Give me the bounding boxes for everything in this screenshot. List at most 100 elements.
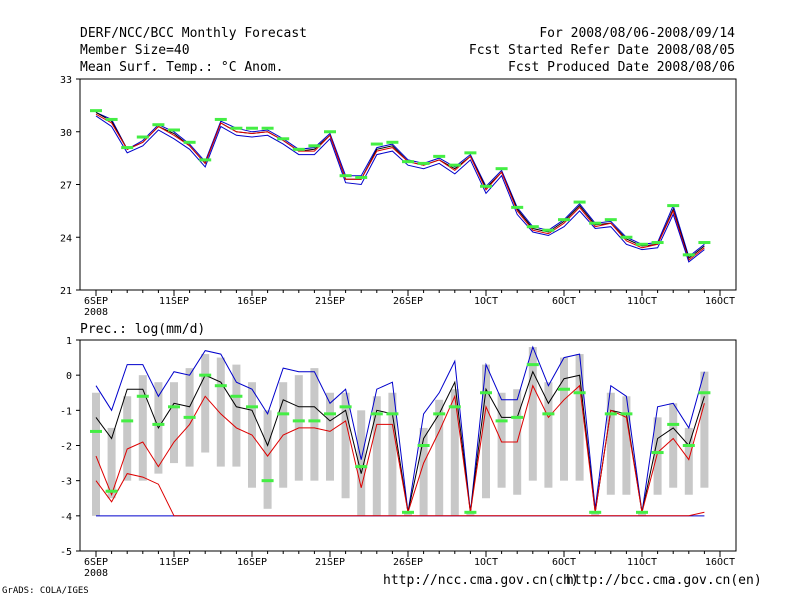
header-period: For 2008/08/06-2008/09/14 [539,26,735,41]
prec-xtick-label: 16SEP [237,557,267,568]
prec-observed-mark [495,419,508,423]
temp-observed-mark [495,167,508,171]
prec-observed-mark [573,391,586,395]
prec-observed-mark [277,412,290,416]
prec-spread-box [92,392,100,516]
prec-spread-box [606,392,615,495]
temp-observed-mark [183,140,196,144]
header-title: DERF/NCC/BCC Monthly Forecast [80,26,307,41]
prec-spread-box [216,357,225,467]
temp-observed-mark [168,128,180,132]
prec-observed-mark [121,419,134,423]
prec-observed-mark [417,444,430,447]
temp-observed-mark [214,117,227,121]
temp-observed-mark [292,147,305,151]
footer-url-ch[interactable]: http://ncc.cma.gov.cn(ch) [383,573,579,588]
temp-observed-mark [121,146,134,150]
prec-observed-mark [526,363,539,367]
prec-observed-mark [246,405,258,409]
temp-observed-mark [105,117,118,121]
prec-spread-box [622,396,631,495]
prec-spread-box [638,512,646,516]
temp-xtick-label: 16SEP [237,296,267,307]
temp-observed-mark [698,241,711,245]
prec-observed-mark [105,489,118,493]
temp-observed-mark [277,137,290,141]
prec-observed-mark [199,373,212,377]
prec-spread-box [560,357,568,481]
temp-observed-mark [636,242,648,246]
temp-observed-mark [682,253,695,257]
prec-observed-mark [620,412,633,416]
temp-observed-mark [604,218,617,222]
prec-spread-box [466,512,475,516]
prec-observed-mark [355,465,368,469]
prec-observed-mark [636,510,648,514]
temp-xtick-label: 6SEP [84,296,108,307]
prec-observed-mark [90,429,102,433]
prec-spread-box [123,396,132,481]
prec-spread-box [544,382,553,488]
prec-spread-box [700,371,709,488]
prec-ytick-label: 1 [66,336,72,347]
temp-xtick-label: 6OCT [552,296,576,307]
temp-xtick-year: 2008 [84,307,108,318]
prec-xtick-label: 11OCT [627,557,657,568]
prec-spread-box [310,368,319,481]
prec-xtick-label: 6SEP [84,557,108,568]
prec-xtick-label: 26SEP [393,557,423,568]
temp-ytick-label: 24 [60,233,72,244]
prec-observed-mark [152,422,165,426]
temp-xtick-label: 11SEP [159,296,189,307]
prec-ytick-label: -3 [60,477,72,488]
temp-observed-mark [511,205,524,209]
prec-spread-box [232,364,241,467]
header-variable: Mean Surf. Temp.: °C Anom. [80,60,284,75]
temp-observed-mark [573,200,586,204]
prec-spread-box [669,403,678,488]
prec-observed-mark [292,419,305,423]
prec-spread-box [107,427,116,499]
temp-xtick-label: 1OCT [474,296,498,307]
prec-spread-box [684,427,693,495]
temp-observed-mark [542,228,555,232]
temp-xtick-label: 21SEP [315,296,345,307]
temp-ytick-label: 27 [60,181,72,192]
temp-observed-mark [402,160,414,164]
temp-observed-mark [480,184,492,188]
temp-observed-mark [324,130,336,134]
prec-spread-box [482,364,490,499]
prec-xtick-label: 21SEP [315,557,345,568]
prec-series-mean-red [95,384,705,513]
prec-xtick-label: 11SEP [159,557,189,568]
prec-spread-box [435,399,444,516]
prec-spread-box [450,389,459,516]
temp-observed-mark [526,225,539,229]
prec-spread-box [372,396,381,516]
header-produced-date: Fcst Produced Date 2008/08/06 [508,60,735,75]
prec-observed-mark [464,510,477,514]
temp-observed-mark [246,126,258,130]
header-member-size: Member Size=40 [80,43,190,58]
prec-xtick-label: 6OCT [552,557,576,568]
prec-observed-mark [480,391,492,395]
prec-spread-box [591,512,600,516]
prec-ytick-label: -5 [60,547,72,558]
temp-observed-mark [261,126,274,130]
temp-ytick-label: 30 [60,128,72,139]
prec-observed-mark [261,479,274,483]
prec-xtick-year: 2008 [84,568,108,579]
temp-observed-mark [667,204,680,208]
prec-observed-mark [651,451,664,455]
prec-spread-box [341,392,350,499]
prec-observed-mark [511,415,524,419]
prec-observed-mark [558,387,570,391]
prec-panel-title: Prec.: log(mm/d) [80,322,206,337]
footer-url-en[interactable]: http://bcc.cma.gov.cn(en) [566,573,762,588]
temp-observed-mark [417,161,430,165]
prec-observed-mark [589,510,602,514]
prec-spread-box [263,410,272,509]
prec-spread-box [138,375,147,481]
